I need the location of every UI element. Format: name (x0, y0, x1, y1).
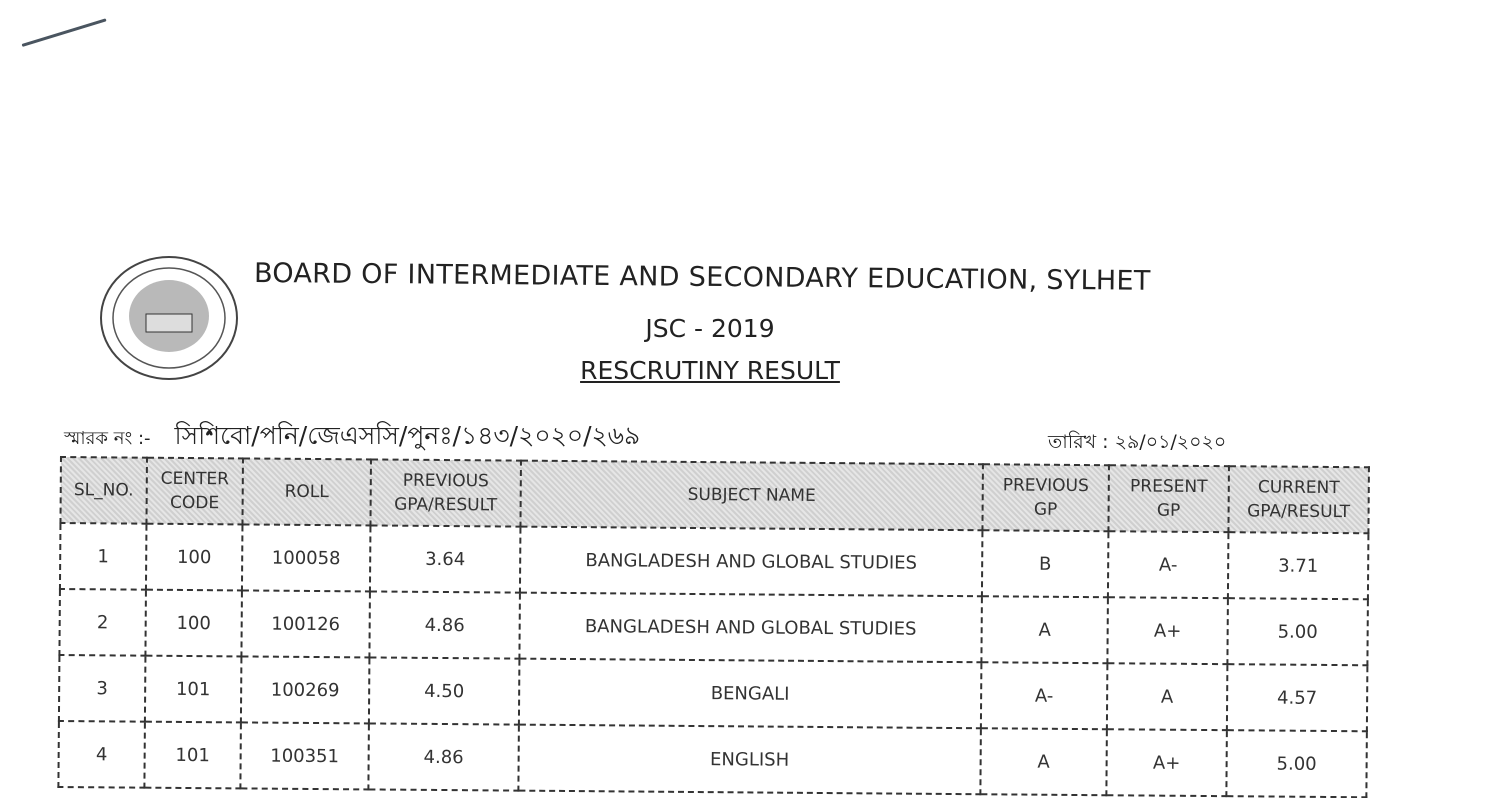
cell-roll: 100269 (240, 656, 370, 724)
column-header-sl-no: SL_NO. (60, 457, 147, 524)
date-value: ২৯/০১/২০২০ (1114, 431, 1227, 453)
table-row: 4 101 100351 4.86 ENGLISH A A+ 5.00 (58, 720, 1367, 798)
cell-present-gp: A- (1107, 531, 1229, 599)
cell-current-gpa: 5.00 (1227, 598, 1368, 666)
cell-current-gpa: 4.57 (1226, 664, 1368, 732)
column-header-text: CODE (170, 492, 220, 514)
cell-center-code: 101 (144, 721, 241, 789)
document-title: RESCRUTINY RESULT (580, 356, 840, 385)
cell-subject-name: BANGLADESH AND GLOBAL STUDIES (519, 526, 983, 597)
cell-present-gp: A (1106, 663, 1228, 731)
column-header-text: GPA/RESULT (394, 494, 498, 516)
column-header-text: PREVIOUS (1002, 475, 1089, 497)
column-header-previous-gpa: PREVIOUS GPA/RESULT (370, 459, 521, 527)
cell-current-gpa: 5.00 (1226, 730, 1367, 798)
cell-previous-gp: B (981, 530, 1109, 598)
cell-previous-gpa: 3.64 (369, 525, 521, 593)
cell-present-gp: A+ (1107, 597, 1228, 665)
column-header-text: GPA/RESULT (1247, 501, 1351, 523)
table-row: 3 101 100269 4.50 BENGALI A- A 4.57 (58, 655, 1368, 732)
cell-sl-no: 1 (59, 523, 147, 590)
cell-center-code: 101 (144, 655, 242, 723)
column-header-text: PRESENT (1129, 476, 1208, 498)
column-header-text: GP (1033, 499, 1058, 520)
result-table: SL_NO. CENTER CODE ROLL PREVIOUS GPA/RESULT SU… (57, 456, 1370, 798)
cell-roll: 100058 (241, 524, 371, 592)
column-header-text: GP (1156, 500, 1181, 521)
cell-sl-no: 3 (58, 655, 146, 722)
cell-roll: 100351 (240, 722, 369, 790)
cell-present-gp: A+ (1106, 729, 1227, 797)
column-header-roll: ROLL (242, 458, 371, 526)
cell-subject-name: BANGLADESH AND GLOBAL STUDIES (519, 592, 982, 663)
column-header-subject-name: SUBJECT NAME (520, 460, 983, 531)
column-header-text: CURRENT (1257, 477, 1340, 499)
cell-previous-gp: A- (980, 662, 1108, 730)
cell-previous-gpa: 4.86 (368, 723, 519, 791)
date-label: তারিখ : (1048, 431, 1109, 453)
table-row: 2 100 100126 4.86 BANGLADESH AND GLOBAL STUD… (59, 589, 1368, 666)
column-header-center-code: CENTER CODE (146, 457, 243, 525)
cell-previous-gp: A (980, 728, 1107, 796)
cell-previous-gpa: 4.86 (369, 591, 520, 659)
cell-subject-name: BENGALI (518, 658, 982, 729)
cell-roll: 100126 (241, 590, 370, 658)
table-row: 1 100 100058 3.64 BANGLADESH AND GLOBAL STUD… (59, 523, 1369, 600)
column-header-text: PREVIOUS (402, 470, 489, 492)
organization-title: BOARD OF INTERMEDIATE AND SECONDARY EDUC… (253, 257, 1151, 297)
column-header-text: CENTER (160, 468, 230, 490)
cell-previous-gp: A (981, 596, 1108, 664)
column-header-present-gp: PRESENT GP (1108, 465, 1229, 533)
memo-number: সিশিবো/পনি/জেএসসি/পুনঃ/১৪৩/২০২০/২৬৯ (174, 421, 641, 450)
table-header-row: SL_NO. CENTER CODE ROLL PREVIOUS GPA/RESULT SU… (60, 457, 1369, 534)
cell-center-code: 100 (145, 523, 243, 591)
memo-label: স্মারক নং :- (64, 428, 151, 449)
column-header-text: SUBJECT NAME (687, 484, 816, 506)
column-header-previous-gp: PREVIOUS GP (982, 464, 1109, 532)
date-line: তারিখ : ২৯/০১/২০২০ (1048, 428, 1226, 460)
column-header-text: ROLL (284, 481, 329, 503)
pen-mark (21, 18, 107, 47)
cell-previous-gpa: 4.50 (368, 657, 520, 725)
cell-subject-name: ENGLISH (518, 724, 981, 795)
cell-current-gpa: 3.71 (1227, 532, 1369, 600)
column-header-current-gpa: CURRENT GPA/RESULT (1228, 466, 1369, 534)
column-header-text: SL_NO. (73, 480, 134, 501)
board-seal-logo (100, 256, 238, 380)
cell-center-code: 100 (145, 589, 242, 657)
memo-line: স্মারক নং :- সিশিবো/পনি/জেএসসি/পুনঃ/১৪৩/… (64, 416, 640, 459)
exam-title: JSC - 2019 (645, 314, 775, 343)
cell-sl-no: 4 (58, 720, 145, 788)
cell-sl-no: 2 (59, 589, 146, 656)
